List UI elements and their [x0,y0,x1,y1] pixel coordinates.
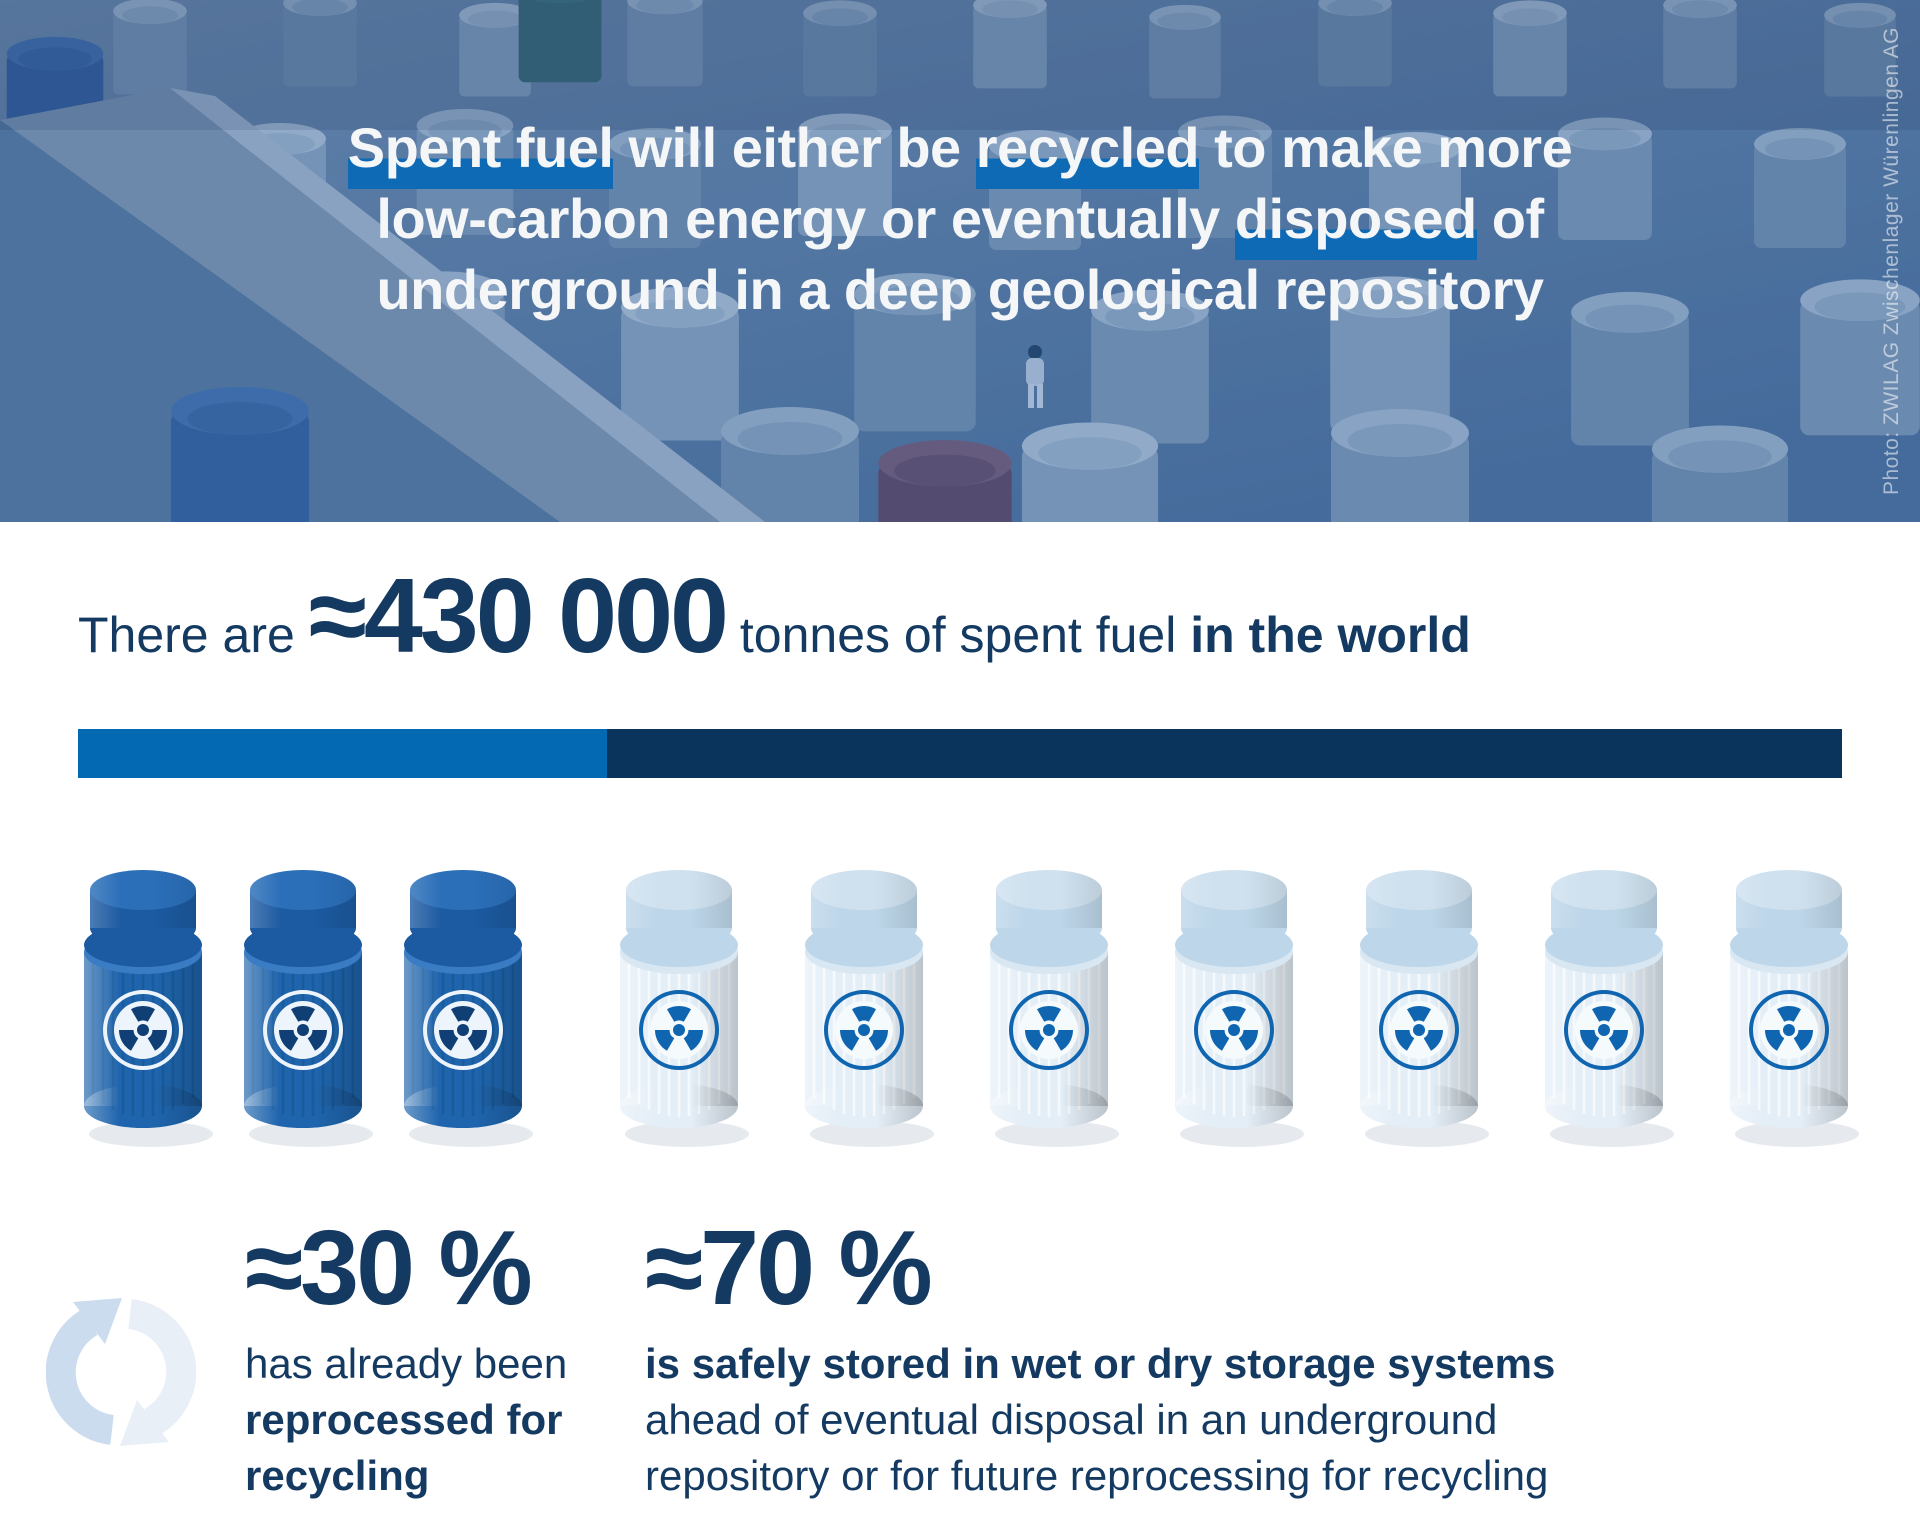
stored-stat: ≈70 % is safely stored in wet or dry sto… [645,1208,1585,1504]
recycle-arrow-left [45,1298,122,1445]
spent-fuel-canister [1360,870,1489,1147]
spent-fuel-canister [805,870,934,1147]
canister-lid [410,870,516,948]
radiation-trefoil-icon [1009,990,1089,1070]
person-figure [1026,345,1044,408]
headline-line-1: Spent fuel will either be recycled to ma… [0,112,1920,189]
split-bar-stored-segment [607,729,1842,778]
canister-lid [811,870,917,948]
total-value: ≈430 000 [308,557,729,675]
recycle-arrows-icon [45,1244,197,1500]
recycled-stat-value: ≈30 % [245,1209,533,1327]
canister-lid [90,870,196,948]
radiation-trefoil-icon [639,990,719,1070]
headline-line-2: low-carbon energy or eventually disposed… [0,183,1920,260]
radiation-trefoil-icon [103,990,183,1070]
canister-lid [1551,870,1657,948]
split-bar-recycled-segment [78,729,608,778]
spent-fuel-canister [1730,870,1859,1147]
radiation-trefoil-icon [1564,990,1644,1070]
total-statement: There are ≈430 000 tonnes of spent fuel … [78,556,1471,677]
split-bar [78,729,1842,778]
recycle-arrow-right [120,1299,197,1446]
canister-lid [1736,870,1842,948]
headline-highlight-recycled: recycled [975,116,1200,189]
spent-fuel-canister [1175,870,1304,1147]
stored-canisters-group [609,848,1859,1148]
radiation-trefoil-icon [1379,990,1459,1070]
canister-lid [1366,870,1472,948]
stored-stat-bold: is safely stored in wet or dry storage s… [645,1339,1556,1387]
hero-section: Spent fuel will either be recycled to ma… [0,0,1920,522]
recycled-stat-regular: has already been [245,1339,568,1387]
headline-text: low-carbon energy or eventually [376,187,1235,250]
recycled-stat-bold: reprocessed for recycling [245,1395,563,1499]
radiation-trefoil-icon [263,990,343,1070]
spent-fuel-canister [1545,870,1674,1147]
headline-text: of [1476,187,1544,250]
recycled-stat-text: has already been reprocessed for recycli… [245,1336,585,1504]
spent-fuel-canister [404,870,533,1147]
spent-fuel-canister [84,870,213,1147]
storage-hall-photo [0,0,1920,522]
canister-lid [626,870,732,948]
radiation-trefoil-icon [1194,990,1274,1070]
headline: Spent fuel will either be recycled to ma… [0,112,1920,325]
hall-wall [0,88,765,522]
spent-fuel-canister [620,870,749,1147]
recycled-stat: ≈30 % has already been reprocessed for r… [245,1208,585,1504]
canister-lid [996,870,1102,948]
spent-fuel-canister [990,870,1119,1147]
headline-highlight-spent-fuel: Spent fuel [347,116,614,189]
headline-highlight-disposed: disposed [1234,187,1477,260]
canister-lid [1181,870,1287,948]
recycled-canisters-group [73,848,533,1148]
stored-stat-regular: ahead of eventual disposal in an undergr… [645,1395,1549,1499]
canister-lid [250,870,356,948]
radiation-trefoil-icon [1749,990,1829,1070]
spent-fuel-canister [244,870,373,1147]
photo-credit: Photo: ZWILAG Zwischenlager Würenlingen … [1880,26,1903,496]
total-emphasis: in the world [1190,607,1471,663]
total-pre: There are [78,607,309,663]
radiation-trefoil-icon [423,990,503,1070]
stored-stat-text: is safely stored in wet or dry storage s… [645,1336,1585,1504]
headline-text: will either be [613,116,976,179]
radiation-trefoil-icon [824,990,904,1070]
canister-body [620,923,738,1128]
headline-line-3: underground in a deep geological reposit… [376,258,1544,321]
total-mid: tonnes of spent fuel [726,607,1191,663]
headline-text: to make more [1199,116,1573,179]
stored-stat-value: ≈70 % [645,1209,933,1327]
